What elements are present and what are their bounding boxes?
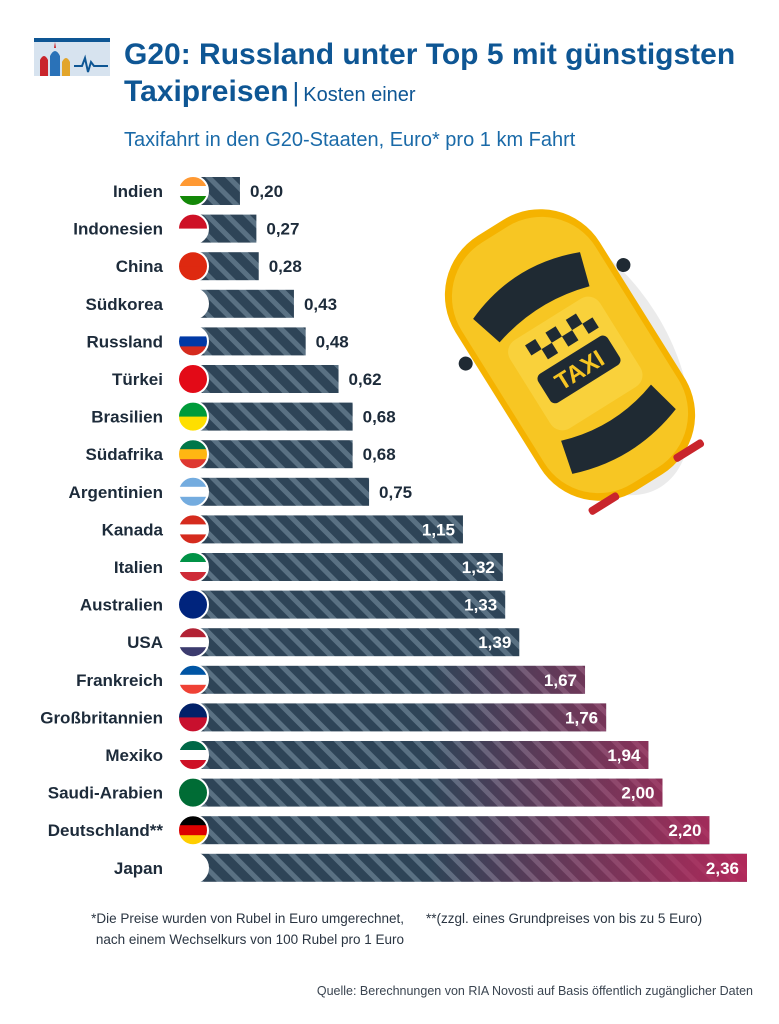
value-label-brasilien: 0,68 bbox=[363, 408, 396, 427]
bar-accent-saudi-arabien bbox=[193, 778, 663, 807]
ria-logo bbox=[34, 38, 110, 76]
bar-usa bbox=[193, 628, 520, 657]
category-label-grossbritannien: Großbritannien bbox=[40, 708, 163, 727]
category-label-china: China bbox=[116, 257, 164, 276]
value-label-italien: 1,32 bbox=[462, 558, 495, 577]
flag-usa-icon bbox=[177, 626, 209, 659]
bar-accent-grossbritannien bbox=[193, 703, 607, 732]
bar-tuerkei bbox=[193, 365, 339, 393]
category-label-frankreich: Frankreich bbox=[76, 671, 163, 690]
category-label-suedafrika: Südafrika bbox=[86, 445, 164, 464]
flag-grossbritannien-icon bbox=[177, 701, 209, 734]
value-label-australien: 1,33 bbox=[464, 596, 497, 615]
bar-suedafrika bbox=[193, 440, 353, 469]
flag-argentinien-icon bbox=[177, 475, 209, 508]
value-label-usa: 1,39 bbox=[478, 633, 511, 652]
flag-mexiko-icon bbox=[177, 739, 209, 771]
bar-chart: Indien 0,20 Indonesien 0,27 China 0,28 Südkore… bbox=[40, 175, 747, 884]
category-label-mexiko: Mexiko bbox=[105, 746, 163, 765]
flag-china-icon bbox=[177, 250, 209, 283]
bar-accent-mexiko bbox=[193, 741, 649, 769]
category-label-kanada: Kanada bbox=[102, 520, 164, 539]
flag-suedafrika-icon bbox=[177, 438, 209, 471]
value-label-tuerkei: 0,62 bbox=[349, 370, 382, 389]
bar-kanada bbox=[193, 515, 463, 544]
value-label-mexiko: 1,94 bbox=[607, 746, 641, 765]
bar-accent-frankreich bbox=[193, 665, 586, 694]
flag-frankreich-icon bbox=[177, 663, 209, 696]
category-label-saudi-arabien: Saudi-Arabien bbox=[48, 784, 163, 803]
value-label-japan: 2,36 bbox=[706, 859, 739, 878]
bar-brasilien bbox=[193, 402, 353, 431]
flag-tuerkei-icon bbox=[177, 363, 209, 395]
flag-saudi-arabien-icon bbox=[177, 776, 209, 809]
bar-suedkorea bbox=[193, 289, 294, 318]
category-label-suedkorea: Südkorea bbox=[86, 295, 164, 314]
flag-russland-icon bbox=[177, 325, 209, 358]
flag-australien-icon bbox=[177, 588, 209, 621]
flag-japan-icon bbox=[177, 851, 209, 884]
category-label-russland: Russland bbox=[86, 332, 163, 351]
value-label-china: 0,28 bbox=[269, 257, 302, 276]
category-label-brasilien: Brasilien bbox=[91, 408, 163, 427]
flag-indien-icon bbox=[177, 175, 209, 207]
bar-australien bbox=[193, 590, 506, 619]
flag-indonesien-icon bbox=[177, 212, 209, 245]
category-label-tuerkei: Türkei bbox=[112, 370, 163, 389]
value-label-kanada: 1,15 bbox=[422, 520, 455, 539]
bar-accent-japan bbox=[193, 853, 747, 882]
flag-suedkorea-icon bbox=[177, 287, 209, 320]
value-label-suedkorea: 0,43 bbox=[304, 295, 337, 314]
category-label-deutschland: Deutschland** bbox=[48, 821, 164, 840]
value-label-russland: 0,48 bbox=[316, 332, 349, 351]
footnote-base-price: **(zzgl. eines Grundpreises von bis zu 5… bbox=[426, 911, 703, 926]
value-label-argentinien: 0,75 bbox=[379, 483, 412, 502]
flag-italien-icon bbox=[177, 551, 209, 583]
value-label-grossbritannien: 1,76 bbox=[565, 708, 598, 727]
flag-brasilien-icon bbox=[177, 400, 209, 433]
chart-subtitle: Taxifahrt in den G20-Staaten, Euro* pro … bbox=[124, 129, 576, 151]
category-label-italien: Italien bbox=[114, 558, 163, 577]
taxi-illustration: TAXI bbox=[444, 209, 705, 515]
category-label-usa: USA bbox=[127, 633, 163, 652]
chart-title: G20: Russland unter Top 5 mit günstigste… bbox=[124, 38, 736, 108]
category-label-australien: Australien bbox=[80, 596, 163, 615]
value-label-indonesien: 0,27 bbox=[266, 220, 299, 239]
bar-italien bbox=[193, 553, 503, 581]
category-label-argentinien: Argentinien bbox=[69, 483, 163, 502]
flag-deutschland-icon bbox=[177, 814, 209, 847]
flag-kanada-icon bbox=[177, 513, 209, 546]
value-label-suedafrika: 0,68 bbox=[363, 445, 396, 464]
source-note: Quelle: Berechnungen von RIA Novosti auf… bbox=[316, 984, 753, 998]
bar-argentinien bbox=[193, 477, 370, 506]
value-label-frankreich: 1,67 bbox=[544, 671, 577, 690]
category-label-indien: Indien bbox=[113, 182, 163, 201]
category-label-japan: Japan bbox=[114, 859, 163, 878]
value-label-indien: 0,20 bbox=[250, 182, 283, 201]
bar-russland bbox=[193, 327, 306, 356]
bar-accent-deutschland bbox=[193, 816, 710, 845]
value-label-saudi-arabien: 2,00 bbox=[621, 784, 654, 803]
value-label-deutschland: 2,20 bbox=[668, 821, 701, 840]
footnote-exchange-rate: *Die Preise wurden von Rubel in Euro umg… bbox=[91, 911, 404, 947]
category-label-indonesien: Indonesien bbox=[73, 220, 163, 239]
